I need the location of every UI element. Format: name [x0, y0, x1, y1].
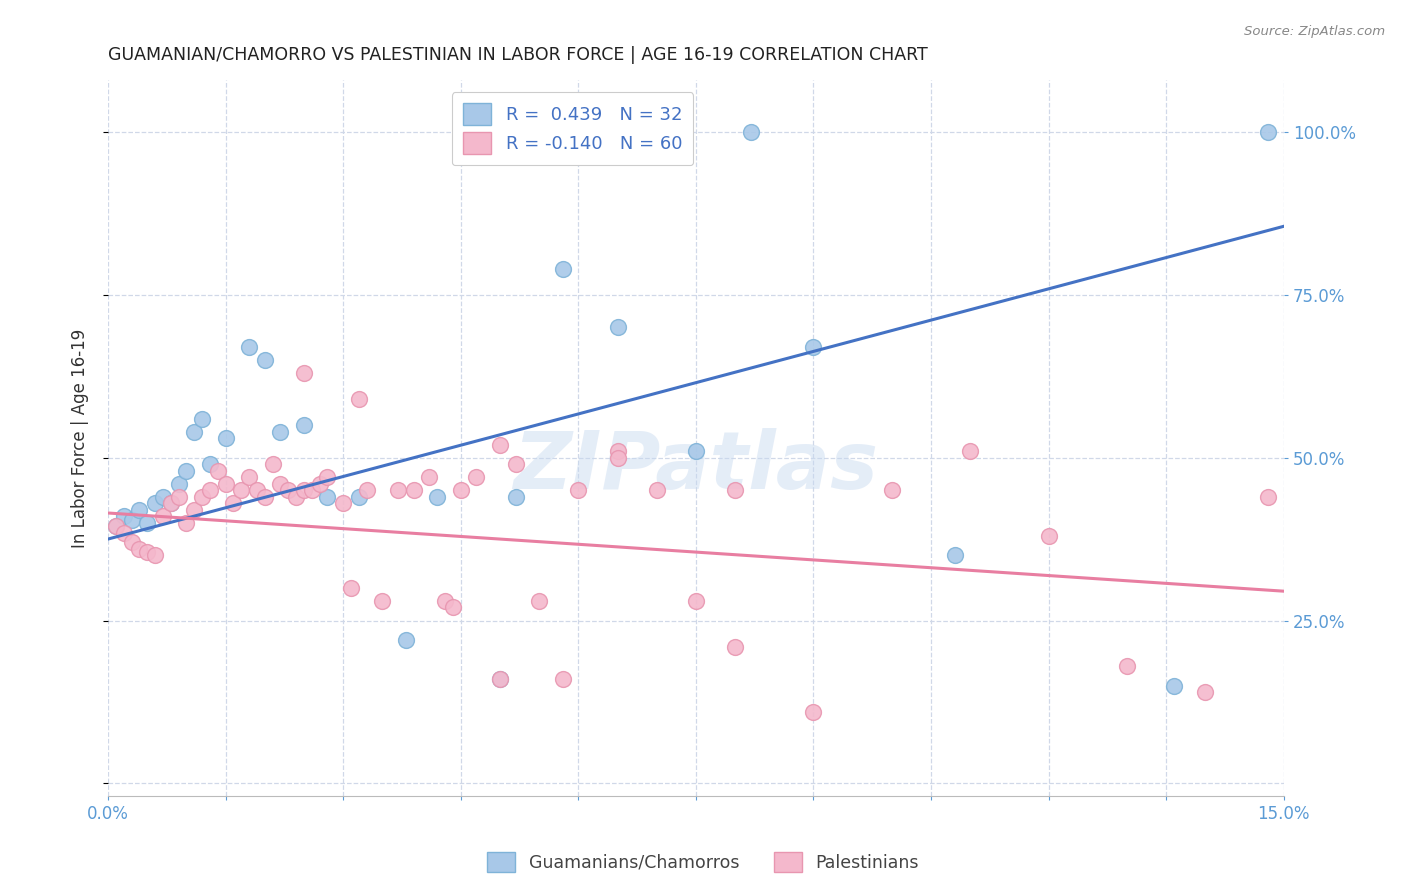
Point	[316, 470, 339, 484]
Point	[112, 509, 135, 524]
Point	[685, 594, 707, 608]
Point	[527, 594, 550, 608]
Point	[143, 549, 166, 563]
Point	[214, 431, 236, 445]
Point	[292, 366, 315, 380]
Point	[724, 640, 747, 654]
Point	[152, 509, 174, 524]
Legend: Guamanians/Chamorros, Palestinians: Guamanians/Chamorros, Palestinians	[479, 845, 927, 879]
Point	[551, 261, 574, 276]
Point	[418, 470, 440, 484]
Point	[112, 525, 135, 540]
Point	[395, 633, 418, 648]
Point	[238, 470, 260, 484]
Point	[551, 672, 574, 686]
Point	[489, 437, 512, 451]
Point	[121, 535, 143, 549]
Point	[167, 476, 190, 491]
Point	[253, 490, 276, 504]
Point	[292, 483, 315, 498]
Point	[1038, 529, 1060, 543]
Point	[1163, 679, 1185, 693]
Point	[943, 549, 966, 563]
Point	[277, 483, 299, 498]
Point	[269, 425, 291, 439]
Point	[606, 444, 628, 458]
Point	[316, 490, 339, 504]
Point	[332, 496, 354, 510]
Point	[104, 519, 127, 533]
Point	[214, 476, 236, 491]
Point	[685, 444, 707, 458]
Point	[176, 464, 198, 478]
Point	[371, 594, 394, 608]
Point	[505, 457, 527, 471]
Point	[262, 457, 284, 471]
Point	[308, 476, 330, 491]
Point	[136, 545, 159, 559]
Point	[387, 483, 409, 498]
Point	[434, 594, 457, 608]
Point	[128, 541, 150, 556]
Point	[128, 502, 150, 516]
Point	[347, 392, 370, 406]
Point	[183, 425, 205, 439]
Point	[441, 600, 464, 615]
Point	[121, 512, 143, 526]
Point	[292, 417, 315, 432]
Point	[222, 496, 245, 510]
Point	[238, 340, 260, 354]
Text: Source: ZipAtlas.com: Source: ZipAtlas.com	[1244, 25, 1385, 38]
Point	[136, 516, 159, 530]
Point	[301, 483, 323, 498]
Y-axis label: In Labor Force | Age 16-19: In Labor Force | Age 16-19	[72, 328, 89, 548]
Point	[489, 672, 512, 686]
Point	[803, 705, 825, 719]
Point	[198, 457, 221, 471]
Point	[803, 340, 825, 354]
Point	[191, 411, 214, 425]
Point	[231, 483, 253, 498]
Point	[143, 496, 166, 510]
Point	[167, 490, 190, 504]
Point	[606, 450, 628, 465]
Point	[183, 502, 205, 516]
Point	[246, 483, 269, 498]
Point	[347, 490, 370, 504]
Text: GUAMANIAN/CHAMORRO VS PALESTINIAN IN LABOR FORCE | AGE 16-19 CORRELATION CHART: GUAMANIAN/CHAMORRO VS PALESTINIAN IN LAB…	[108, 46, 928, 64]
Point	[645, 483, 668, 498]
Point	[1257, 490, 1279, 504]
Point	[465, 470, 488, 484]
Point	[1116, 659, 1139, 673]
Point	[269, 476, 291, 491]
Legend: R =  0.439   N = 32, R = -0.140   N = 60: R = 0.439 N = 32, R = -0.140 N = 60	[451, 92, 693, 165]
Point	[450, 483, 472, 498]
Point	[198, 483, 221, 498]
Point	[253, 352, 276, 367]
Point	[340, 581, 363, 595]
Point	[880, 483, 903, 498]
Point	[567, 483, 589, 498]
Point	[104, 519, 127, 533]
Point	[402, 483, 425, 498]
Point	[356, 483, 378, 498]
Point	[191, 490, 214, 504]
Point	[1257, 125, 1279, 139]
Point	[426, 490, 449, 504]
Point	[285, 490, 308, 504]
Point	[176, 516, 198, 530]
Point	[724, 483, 747, 498]
Point	[152, 490, 174, 504]
Point	[159, 496, 181, 510]
Point	[1194, 685, 1216, 699]
Point	[489, 672, 512, 686]
Point	[959, 444, 981, 458]
Point	[740, 125, 762, 139]
Point	[207, 464, 229, 478]
Point	[606, 320, 628, 334]
Point	[159, 496, 181, 510]
Text: ZIPatlas: ZIPatlas	[513, 428, 879, 506]
Point	[505, 490, 527, 504]
